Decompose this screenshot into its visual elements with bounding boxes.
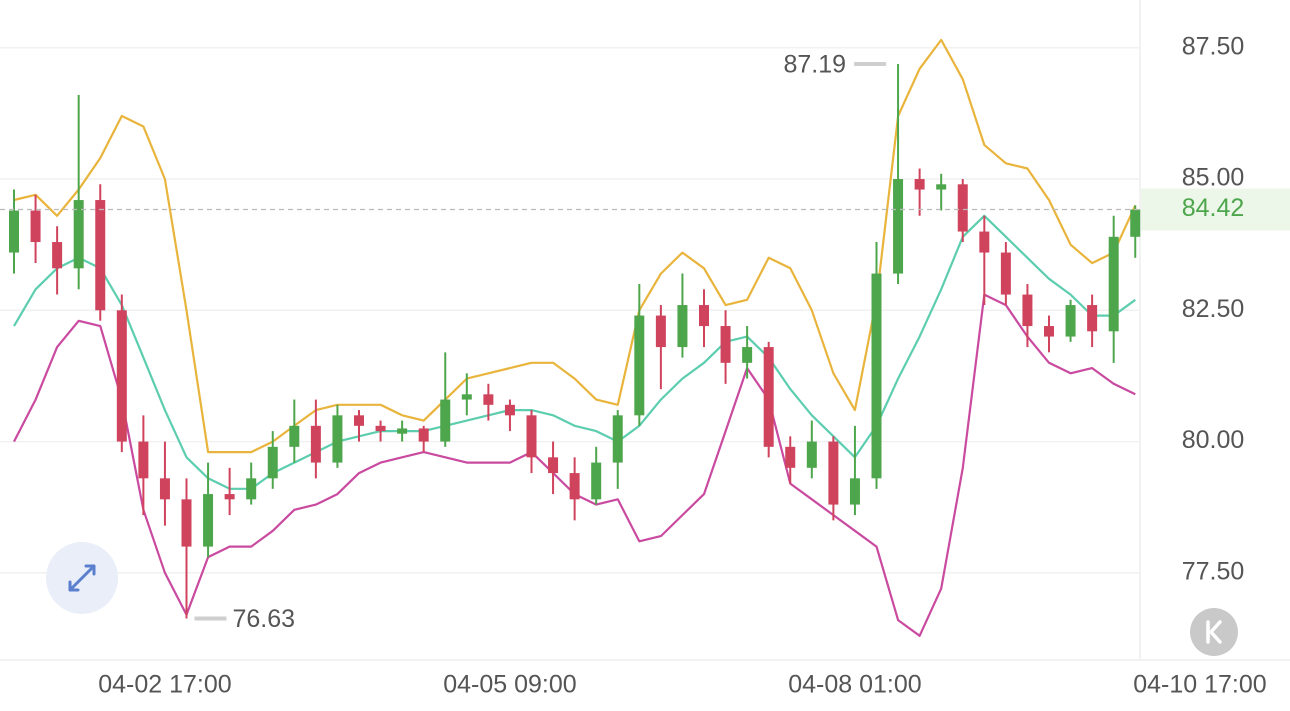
candle-body [440, 399, 451, 442]
candle-body [957, 184, 968, 232]
scroll-latest-button[interactable] [1190, 608, 1238, 656]
y-tick-label: 77.50 [1182, 557, 1245, 585]
band-line [13, 214, 1136, 490]
candle-body [461, 394, 472, 400]
candle-body [634, 315, 645, 416]
candle-body [914, 179, 925, 190]
candle-body [806, 441, 817, 468]
grid [0, 47, 1140, 574]
candle-body [73, 200, 84, 269]
candle-body [871, 273, 882, 479]
candle-body [548, 457, 559, 474]
candle-body [1000, 252, 1011, 295]
candle-body [591, 462, 602, 500]
candle-body [1130, 209, 1141, 237]
candle-body [526, 415, 537, 458]
candle-body [699, 305, 709, 327]
low-label: 76.63 [233, 605, 296, 633]
candle-body [504, 404, 515, 416]
candle-body [1044, 326, 1054, 337]
candle-body [397, 428, 408, 434]
candle-body [116, 310, 127, 442]
band-line [13, 38, 1137, 454]
candle-body [785, 446, 796, 468]
candle-body [203, 494, 214, 547]
labels: 77.50 80.00 82.50 85.00 87.50 04-02 17:00 04-0… [0, 32, 1290, 699]
candle-body [483, 394, 494, 405]
candle-body [181, 499, 192, 547]
candle-body [612, 415, 623, 463]
candle-body [138, 441, 149, 479]
x-tick-label: 04-08 01:00 [788, 671, 921, 699]
y-tick-label: 87.50 [1182, 32, 1245, 60]
candle-body [1087, 305, 1098, 332]
candle-body [224, 494, 235, 500]
candle-body [52, 242, 63, 269]
candle-body [569, 473, 580, 500]
candle-body [30, 210, 41, 243]
candle-body [95, 200, 106, 311]
candle-body [310, 425, 321, 463]
candle-body [849, 478, 860, 505]
y-tick-label: 80.00 [1182, 426, 1245, 454]
expand-button[interactable] [46, 542, 118, 614]
candle-body [159, 478, 170, 500]
candle-body [763, 347, 774, 447]
candle-body [418, 428, 429, 442]
candle-body [1065, 305, 1076, 337]
candle-body [246, 478, 257, 500]
candle-body [9, 210, 19, 253]
candle-body [742, 347, 753, 363]
y-tick-label: 82.50 [1182, 295, 1245, 323]
x-tick-label: 04-05 09:00 [443, 671, 576, 699]
candle-body [655, 315, 666, 348]
candle-body [677, 305, 688, 348]
candle-body [720, 326, 731, 363]
candle-body [354, 415, 364, 426]
last-price-box [1141, 188, 1290, 231]
candle-body [936, 184, 947, 190]
candle-body [893, 179, 904, 274]
candles [9, 64, 1141, 619]
candle-body [375, 425, 386, 432]
y-tick-label: 85.00 [1182, 164, 1245, 192]
last-price-label: 84.42 [1182, 194, 1245, 222]
candle-body [828, 441, 839, 505]
high-label: 87.19 [784, 51, 847, 79]
candle-body [332, 415, 343, 463]
candle-body [1108, 236, 1119, 332]
x-tick-label: 04-02 17:00 [98, 671, 231, 699]
candle-body [267, 446, 278, 479]
candle-body [289, 425, 300, 447]
x-tick-label: 04-10 17:00 [1133, 671, 1266, 699]
candle-body [979, 231, 990, 253]
candle-body [1022, 294, 1033, 327]
